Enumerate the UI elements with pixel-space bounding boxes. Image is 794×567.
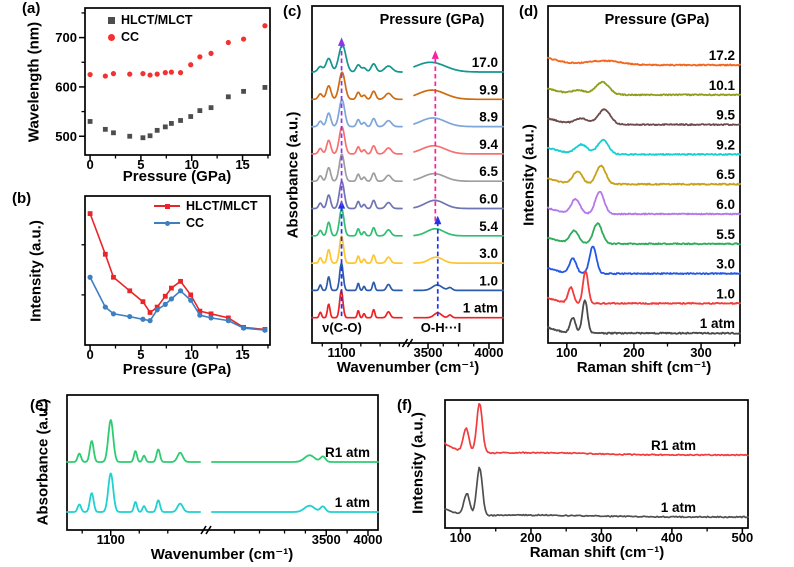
oh-i-annotation: O-H···I <box>420 320 462 335</box>
legend-item-hlct: HLCT/MLCT <box>108 13 193 27</box>
tick-label: 15 <box>235 347 249 362</box>
tick-label: 4000 <box>475 345 504 360</box>
tick-label: 3500 <box>414 345 443 360</box>
panel-c-y-axis-label: Absorbance (a.u.) <box>284 111 302 239</box>
legend-label: CC <box>186 216 205 230</box>
panel-a-plot: 0 5 10 15 500 600 700 <box>55 7 271 172</box>
legend-label: HLCT/MLCT <box>186 199 258 213</box>
pressure-label: 3.0 <box>716 257 735 272</box>
panel-d-x-axis-label: Raman shift (cm⁻¹) <box>576 359 712 376</box>
tick-label: 15 <box>235 157 249 172</box>
panel-c-plot: 1100 3500 4000 17.0 9.9 8.9 9.4 6.5 6.0 5.4 3.0 1.0… <box>311 5 504 360</box>
tick-label: 1100 <box>97 532 125 547</box>
pressure-label: 1.0 <box>479 273 498 288</box>
panel-a-y-axis-label: Wavelength (nm) <box>25 21 43 143</box>
line-square-marker-icon <box>154 202 180 210</box>
panel-f-y-axis-label: Intensity (a.u.) <box>409 412 427 514</box>
panel-b-x-axis-label: Pressure (GPa) <box>122 361 232 378</box>
tick-label: 100 <box>450 530 472 545</box>
pressure-label: 6.0 <box>479 192 498 207</box>
panel-b-plot: 0 5 10 15 <box>81 195 271 362</box>
tick-label: 200 <box>520 530 542 545</box>
tick-label: 500 <box>55 129 77 144</box>
pressure-label: 6.5 <box>479 164 498 179</box>
pressure-label: 6.0 <box>716 197 735 212</box>
tick-label: 10 <box>184 347 198 362</box>
pressure-label: 17.0 <box>472 55 498 70</box>
tick-label: 5 <box>137 157 144 172</box>
tick-label: 500 <box>732 530 754 545</box>
tick-label: 200 <box>623 345 645 360</box>
legend-item-cc: CC <box>108 30 193 44</box>
pressure-label: 9.5 <box>716 108 735 123</box>
square-marker-icon <box>108 16 115 24</box>
panel-f-tag: (f) <box>397 397 412 414</box>
tick-label: 1100 <box>327 345 355 360</box>
tick-label: 400 <box>661 530 683 545</box>
panel-f-x-axis-label: Raman shift (cm⁻¹) <box>529 544 665 561</box>
circle-marker-icon <box>108 33 115 41</box>
pressure-label: 8.9 <box>479 110 498 125</box>
panel-c-x-axis-label: Wavenumber (cm⁻¹) <box>336 359 480 376</box>
tick-label: 4000 <box>354 532 383 547</box>
nu-co-annotation: ν(C-O) <box>322 320 362 335</box>
panel-d-y-axis-label: Intensity (a.u.) <box>520 124 538 226</box>
panel-c-pressure-title: Pressure (GPa) <box>379 12 485 28</box>
panel-a-legend: HLCT/MLCT CC <box>108 13 193 44</box>
pressure-label: 5.5 <box>716 227 735 242</box>
tick-label: 10 <box>184 157 198 172</box>
legend-label: HLCT/MLCT <box>121 13 193 27</box>
pressure-label: 9.4 <box>479 137 498 152</box>
panel-e-y-axis-label: Absorbance (a.u.) <box>34 398 52 526</box>
pressure-label: 1.0 <box>716 286 735 301</box>
tick-label: 0 <box>86 347 93 362</box>
pressure-label: 5.4 <box>479 219 498 234</box>
legend-item-hlct: HLCT/MLCT <box>154 199 258 213</box>
pressure-label: 9.2 <box>716 137 735 152</box>
panel-d-pressure-title: Pressure (GPa) <box>604 12 710 28</box>
tick-label: 300 <box>591 530 613 545</box>
pressure-label: 1 atm <box>700 316 735 331</box>
pressure-label: R1 atm <box>651 438 696 453</box>
pressure-label: 9.9 <box>479 82 498 97</box>
pressure-label: 10.1 <box>709 78 736 93</box>
panel-a-tag: (a) <box>22 0 41 17</box>
tick-label: 600 <box>55 79 77 94</box>
panel-b-legend: HLCT/MLCT CC <box>154 199 258 230</box>
panel-c-tag: (c) <box>283 3 302 20</box>
tick-label: 3500 <box>312 532 341 547</box>
tick-label: 100 <box>556 345 578 360</box>
panel-f-plot: 100 200 300 400 500 R1 atm 1 atm <box>444 399 754 545</box>
panel-e-plot: 1100 3500 4000 R1 atm 1 atm <box>66 394 383 547</box>
panel-e-tag: (e) <box>30 397 49 414</box>
pressure-label: 1 atm <box>661 500 696 515</box>
pressure-label: 1 atm <box>463 301 498 316</box>
pressure-label: 6.5 <box>716 167 735 182</box>
panel-d-tag: (d) <box>519 3 539 20</box>
tick-label: 700 <box>55 30 77 45</box>
legend-item-cc: CC <box>154 216 258 230</box>
tick-label: 300 <box>690 345 712 360</box>
tick-label: 5 <box>137 347 144 362</box>
line-circle-marker-icon <box>154 219 180 227</box>
pressure-label: R1 atm <box>325 445 370 460</box>
panel-d-plot: 100 200 300 17.2 10.1 9.5 9.2 6.5 6.0 5.5 3.0 1.0 1 … <box>547 5 741 360</box>
panel-b-y-axis-label: Intensity (a.u.) <box>27 220 45 322</box>
pressure-label: 3.0 <box>479 246 498 261</box>
panel-b-tag: (b) <box>12 190 32 207</box>
pressure-label: 1 atm <box>335 495 370 510</box>
legend-label: CC <box>121 30 140 44</box>
panel-a-x-axis-label: Pressure (GPa) <box>122 168 232 185</box>
panel-e-x-axis-label: Wavenumber (cm⁻¹) <box>150 546 294 563</box>
pressure-label: 17.2 <box>709 48 735 63</box>
tick-label: 0 <box>86 157 93 172</box>
